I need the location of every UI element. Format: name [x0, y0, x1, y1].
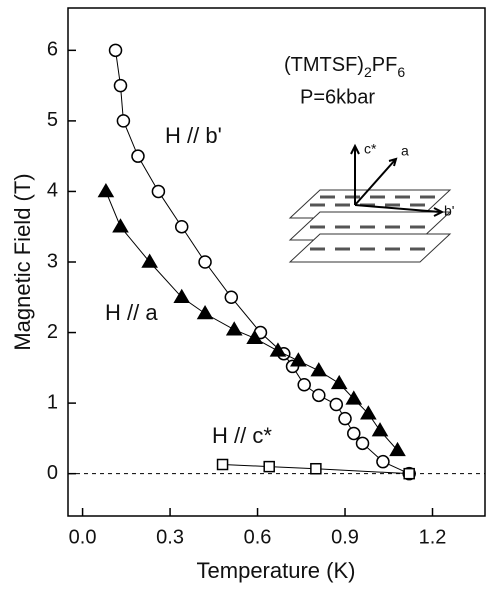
- marker: [290, 352, 307, 367]
- pressure-label: P=6kbar: [300, 86, 375, 108]
- marker: [297, 378, 311, 392]
- compound-part: (TMTSF): [284, 54, 364, 76]
- marker: [246, 329, 263, 344]
- inset-lattice: [288, 143, 452, 263]
- x-tick-label: 0.0: [69, 526, 97, 548]
- inset-label: b': [444, 203, 454, 219]
- marker: [198, 255, 212, 269]
- marker: [269, 342, 287, 357]
- marker: [376, 454, 390, 469]
- marker: [225, 321, 243, 336]
- y-tick-label: 3: [47, 250, 58, 272]
- series-line: [222, 463, 410, 475]
- marker: [216, 458, 229, 471]
- y-tick-label: 5: [47, 109, 58, 131]
- marker: [131, 149, 145, 163]
- marker: [97, 182, 115, 198]
- marker: [360, 405, 377, 420]
- y-tick-label: 4: [47, 180, 58, 202]
- compound-sub: 6: [397, 64, 405, 80]
- inset-label: c*: [364, 141, 377, 157]
- marker: [371, 422, 389, 437]
- marker: [310, 462, 322, 475]
- marker: [338, 411, 352, 426]
- marker: [112, 218, 129, 233]
- x-tick-label: 0.3: [156, 526, 184, 548]
- compound-label: (TMTSF)2PF6: [284, 54, 405, 79]
- marker: [196, 305, 214, 320]
- marker: [173, 288, 191, 304]
- marker: [330, 374, 348, 390]
- marker: [116, 114, 131, 128]
- y-tick-label: 2: [47, 321, 58, 343]
- marker: [329, 397, 344, 412]
- series-label: H // b': [165, 123, 222, 148]
- marker: [347, 426, 361, 441]
- series-label: H // a: [105, 300, 158, 325]
- y-tick-label: 0: [47, 462, 58, 484]
- y-axis-label: Magnetic Field (T): [10, 173, 35, 350]
- marker: [141, 253, 158, 268]
- marker: [389, 441, 406, 457]
- marker: [108, 43, 123, 58]
- marker: [263, 460, 275, 473]
- inset-label: a: [401, 143, 409, 159]
- marker: [224, 290, 239, 305]
- y-tick-label: 6: [47, 39, 58, 61]
- marker: [310, 362, 328, 377]
- y-tick-label: 1: [47, 391, 58, 413]
- x-tick-label: 1.2: [419, 526, 447, 548]
- marker: [151, 184, 166, 199]
- marker: [355, 436, 370, 451]
- marker: [345, 390, 363, 405]
- marker: [403, 467, 415, 480]
- x-axis-label: Temperature (K): [197, 558, 356, 583]
- x-tick-label: 0.9: [331, 526, 359, 548]
- marker: [312, 388, 326, 403]
- marker: [113, 78, 128, 93]
- compound-part: PF: [372, 54, 398, 76]
- compound-sub: 2: [364, 64, 372, 80]
- plot-frame: [67, 7, 486, 517]
- marker: [174, 219, 189, 234]
- x-tick-label: 0.6: [244, 526, 272, 548]
- series-label: H // c*: [212, 423, 272, 448]
